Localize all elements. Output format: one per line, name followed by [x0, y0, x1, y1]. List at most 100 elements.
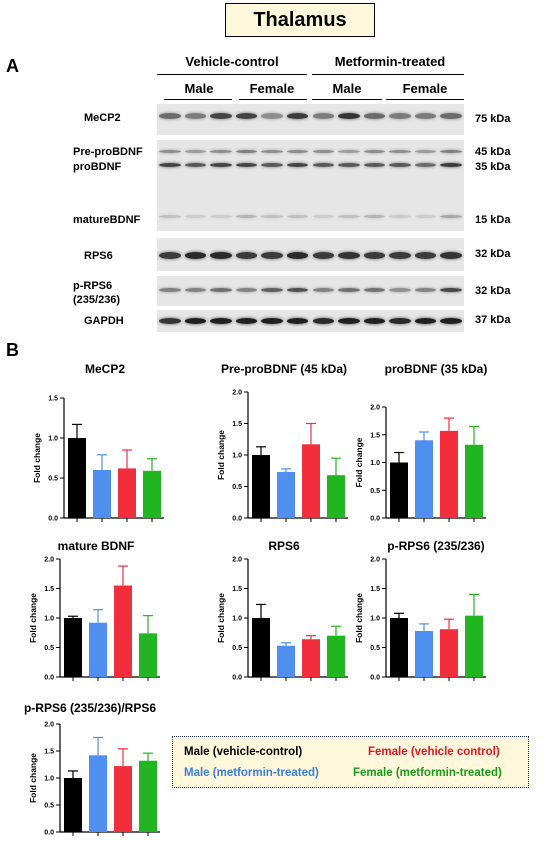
bar: [415, 630, 433, 677]
blot-band: [363, 150, 386, 153]
blot-band: [286, 288, 309, 292]
bar: [93, 470, 111, 518]
y-tick-label: 0.5: [232, 484, 242, 491]
blot-band: [363, 252, 386, 259]
blot-band: [210, 318, 232, 324]
blot-band: [159, 252, 181, 259]
blot-band: [286, 318, 309, 324]
blot-band: [235, 113, 258, 119]
blot-band: [389, 288, 411, 292]
y-tick-label: 2.0: [44, 722, 54, 729]
blot-band: [414, 318, 437, 324]
y-axis-label: Fold change: [216, 593, 226, 643]
blot-band: [261, 150, 283, 153]
blot-band: [389, 113, 411, 119]
blot-band: [414, 113, 437, 119]
blot-band: [363, 113, 386, 119]
y-tick-label: 2.0: [232, 557, 242, 564]
blot-band: [338, 252, 360, 259]
blot-band: [414, 163, 437, 167]
blot-rps6: [157, 238, 464, 271]
bar: [277, 472, 295, 518]
blot-band: [286, 113, 309, 119]
blot-band: [235, 215, 258, 218]
chart-title: proBDNF (35 kDa): [385, 362, 488, 376]
y-tick-label: 1.0: [370, 460, 380, 467]
chart-title: mature BDNF: [58, 539, 135, 553]
bar: [143, 470, 161, 518]
blot-band: [184, 252, 207, 259]
blot-band: [338, 163, 360, 167]
blot-band: [210, 288, 232, 292]
y-tick-label: 0.0: [370, 516, 380, 523]
blot-band: [261, 163, 283, 167]
legend-male-metformin: Male (metformin-treated): [184, 767, 319, 779]
blot-band: [235, 163, 258, 167]
y-tick-label: 1.5: [232, 421, 242, 428]
bar: [440, 629, 458, 677]
blot-band: [338, 288, 360, 292]
blot-band: [440, 150, 462, 153]
blot-band: [312, 163, 335, 167]
blot-band: [338, 215, 360, 218]
blot-band: [261, 252, 283, 259]
blot-band: [261, 318, 283, 324]
sex-underline-3: [312, 99, 382, 100]
row-label-rps6: RPS6: [84, 250, 113, 262]
blot-band: [184, 150, 207, 153]
bar: [277, 645, 295, 677]
sex-female-metformin: Female: [402, 81, 448, 96]
blot-mecp2: [157, 104, 464, 135]
sex-male-metformin: Male: [332, 81, 362, 96]
blot-band: [235, 252, 258, 259]
bar: [302, 639, 320, 677]
blot-band: [184, 163, 207, 167]
chart-title: RPS6: [268, 539, 300, 553]
bar: [390, 618, 408, 677]
sex-underline-1: [164, 99, 232, 100]
blot-band: [440, 318, 462, 324]
bar: [302, 444, 320, 518]
chart-title: MeCP2: [85, 362, 125, 376]
y-tick-label: 0.5: [370, 488, 380, 495]
y-tick-label: 1.0: [44, 776, 54, 783]
y-tick-label: 1.5: [232, 586, 242, 593]
blot-band: [440, 163, 462, 167]
y-tick-label: 0.0: [44, 830, 54, 837]
blot-band: [312, 318, 335, 324]
kda-probdnf: 35 kDa: [475, 161, 511, 173]
y-tick-label: 2.0: [370, 557, 380, 564]
y-tick-label: 0.0: [48, 516, 58, 523]
blot-band: [184, 215, 207, 218]
blot-band: [440, 252, 462, 259]
bar: [139, 633, 157, 677]
blot-band: [286, 150, 309, 153]
blot-band: [184, 288, 207, 292]
kda-gapdh: 37 kDa: [475, 314, 511, 326]
blot-band: [389, 318, 411, 324]
kda-maturebdnf: 15 kDa: [475, 214, 511, 226]
y-tick-label: 2.0: [44, 557, 54, 564]
bar: [89, 622, 107, 677]
y-tick-label: 1.5: [44, 586, 54, 593]
sex-female-vehicle: Female: [249, 81, 295, 96]
blot-band: [363, 318, 386, 324]
blot-band: [235, 150, 258, 153]
bar: [327, 635, 345, 677]
y-axis-label: Fold change: [354, 437, 364, 487]
panel-b-letter: B: [6, 340, 19, 360]
y-tick-label: 0.5: [232, 645, 242, 652]
blot-band: [414, 150, 437, 153]
blot-band: [261, 113, 283, 119]
group-metformin-treated: Metformin-treated: [334, 54, 446, 69]
y-tick-label: 1.0: [232, 616, 242, 623]
blot-band: [312, 113, 335, 119]
y-tick-label: 2.0: [370, 405, 380, 412]
y-axis-label: Fold change: [354, 593, 364, 643]
y-tick-label: 0.5: [44, 803, 54, 810]
bar: [64, 618, 82, 677]
y-tick-label: 0.0: [232, 516, 242, 523]
bar: [114, 766, 132, 832]
kda-rps6: 32 kDa: [475, 248, 511, 260]
